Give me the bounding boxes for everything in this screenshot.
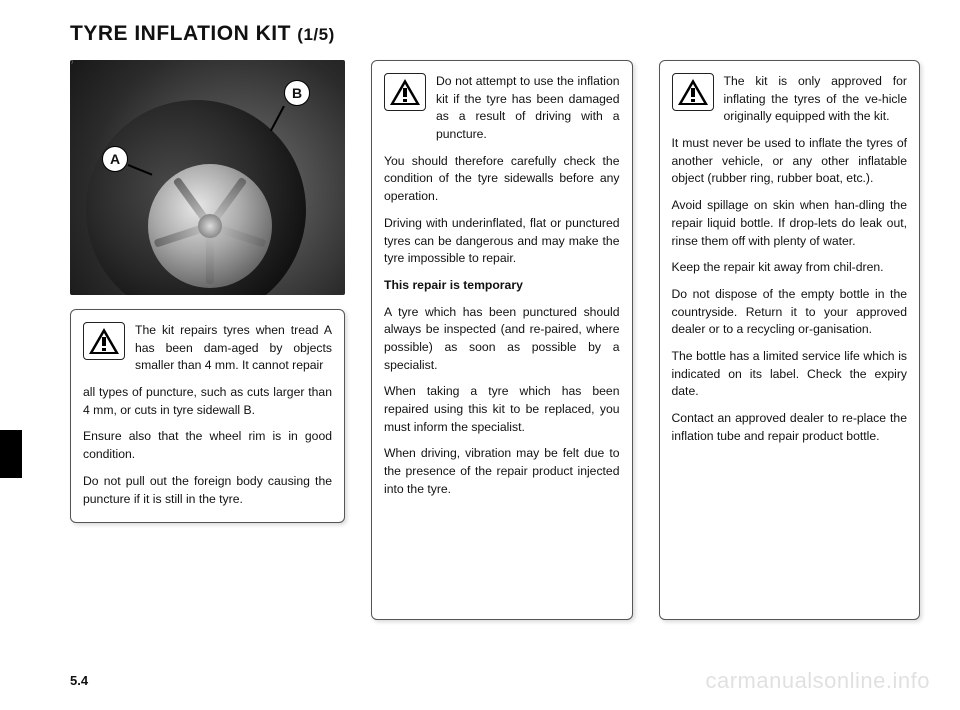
box2-p1: You should therefore carefully check the…	[384, 153, 620, 206]
warning-icon	[83, 322, 125, 360]
image-ref: 32788	[70, 60, 75, 64]
page: TYRE INFLATION KIT (1/5) 32788 B	[0, 0, 960, 620]
box1-warn: The kit repairs tyres when tread A has b…	[135, 322, 332, 375]
box3-p4: Do not dispose of the empty bottle in th…	[672, 286, 908, 339]
columns: 32788 B A	[70, 60, 920, 620]
col-3: The kit is only approved for inflating t…	[659, 60, 921, 620]
box2-p4: A tyre which has been punctured should a…	[384, 304, 620, 375]
box3-p1: It must never be used to inflate the tyr…	[672, 135, 908, 188]
tyre-image: 32788 B A	[70, 60, 345, 295]
box2-p2: Driving with underinflated, flat or punc…	[384, 215, 620, 268]
box2-p5: When taking a tyre which has been repair…	[384, 383, 620, 436]
side-tab	[0, 430, 22, 478]
box2-p3: This repair is temporary	[384, 277, 620, 295]
callout-a: A	[102, 146, 128, 172]
hub	[198, 214, 222, 238]
box2-p6: When driving, vibration may be felt due …	[384, 445, 620, 498]
col-2: Do not attempt to use the inflation kit …	[371, 60, 633, 620]
info-box-3: The kit is only approved for inflating t…	[659, 60, 921, 620]
info-box-2: Do not attempt to use the inflation kit …	[371, 60, 633, 620]
info-box-1: The kit repairs tyres when tread A has b…	[70, 309, 345, 523]
box3-p5: The bottle has a limited service life wh…	[672, 348, 908, 401]
title-main: TYRE INFLATION KIT	[70, 22, 291, 45]
box2-warn: Do not attempt to use the inflation kit …	[436, 73, 620, 144]
box1-p1: all types of puncture, such as cuts larg…	[83, 384, 332, 419]
lead-line	[270, 106, 284, 131]
box3-warn: The kit is only approved for inflating t…	[724, 73, 908, 126]
warning-icon	[672, 73, 714, 111]
box1-p3: Do not pull out the foreign body causing…	[83, 473, 332, 508]
callout-b: B	[284, 80, 310, 106]
page-number: 5.4	[70, 673, 88, 688]
box1-p2: Ensure also that the wheel rim is in goo…	[83, 428, 332, 463]
box3-p2: Avoid spillage on skin when han-dling th…	[672, 197, 908, 250]
watermark: carmanualsonline.info	[705, 668, 930, 694]
warning-icon	[384, 73, 426, 111]
page-title: TYRE INFLATION KIT (1/5)	[70, 22, 920, 46]
title-sub: (1/5)	[297, 25, 334, 44]
box3-p6: Contact an approved dealer to re-place t…	[672, 410, 908, 445]
rim-graphic	[148, 164, 272, 288]
box3-p3: Keep the repair kit away from chil-dren.	[672, 259, 908, 277]
col-1: 32788 B A	[70, 60, 345, 620]
